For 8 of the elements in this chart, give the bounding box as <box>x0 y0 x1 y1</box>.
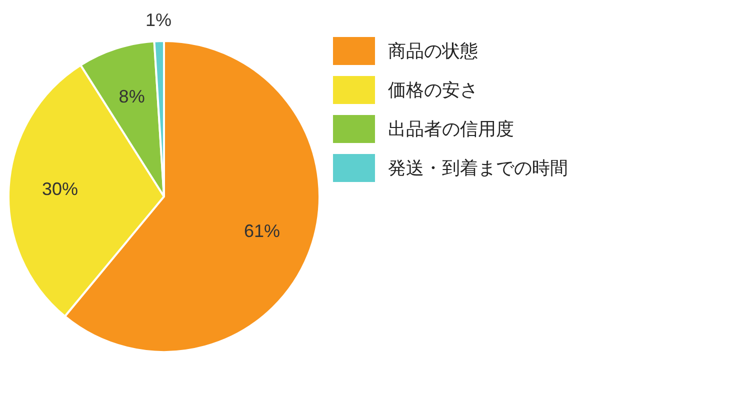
legend-label: 出品者の信用度 <box>388 118 514 141</box>
legend-label: 商品の状態 <box>388 40 478 63</box>
legend-label: 価格の安さ <box>388 79 478 102</box>
data-label: 30% <box>42 178 78 199</box>
data-label: 8% <box>118 86 145 106</box>
data-label: 61% <box>244 220 280 241</box>
legend-label: 発送・到着までの時間 <box>388 157 568 180</box>
data-label: 1% <box>145 10 172 30</box>
